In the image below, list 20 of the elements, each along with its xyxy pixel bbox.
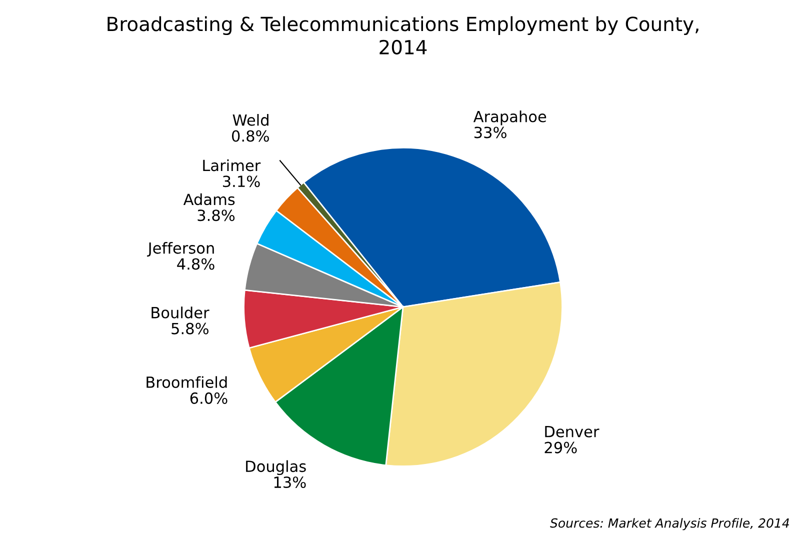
chart-title: Broadcasting & Telecommunications Employment by County, 2014 [108, 16, 698, 55]
data-label: 4.8% [177, 258, 214, 270]
data-label: 0.8% [232, 130, 269, 142]
slice-label: Jefferson [147, 242, 214, 257]
slice-label: Weld [232, 114, 268, 126]
slice-label: Larimer [203, 159, 261, 172]
source-note: Sources: Market Analysis Profile, 2014 [550, 518, 789, 530]
data-label: 3.8% [198, 210, 235, 222]
slice-label: Broomfield [146, 376, 227, 388]
data-label: 13% [274, 476, 306, 488]
slice-label: Douglas [246, 460, 306, 476]
data-label: 33% [474, 126, 506, 138]
slice-label: Boulder [152, 306, 210, 318]
data-label: 3.1% [222, 176, 260, 188]
data-label: 6.0% [190, 392, 228, 404]
slice-label: Arapahoe [473, 110, 546, 126]
slice-label: Denver [545, 426, 600, 438]
data-label: 29% [544, 442, 577, 454]
slice-label: Adams [183, 193, 235, 206]
data-label: 5.8% [172, 322, 208, 334]
